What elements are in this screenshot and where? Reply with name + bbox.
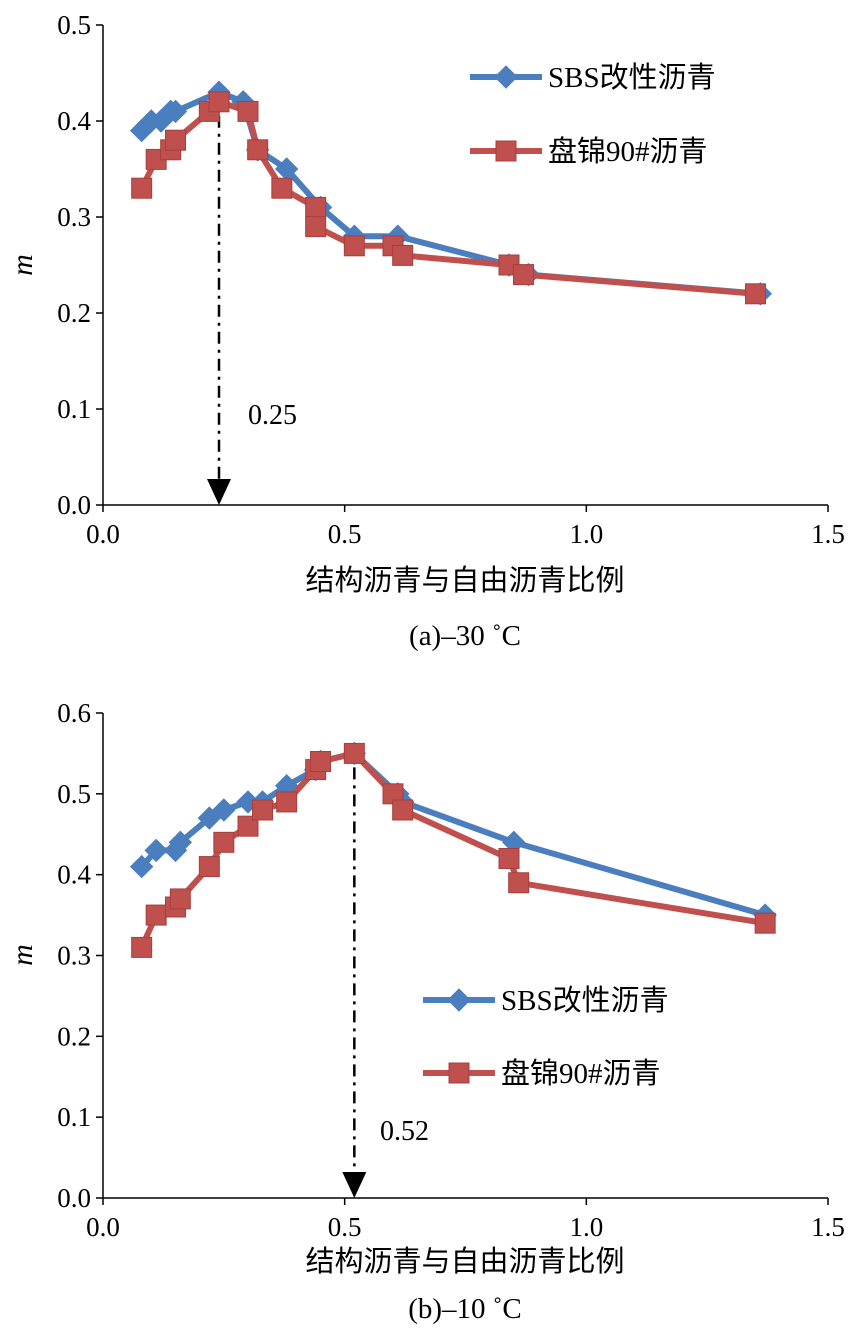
data-point xyxy=(237,815,259,837)
chart-a: 0.0 0.1 0.2 0.3 0.4 0.5 0.0 0.5 1.0 1.5 结构沥青与自由沥青比… xyxy=(6,10,845,652)
data-point xyxy=(276,791,298,813)
series-line xyxy=(138,98,759,297)
data-point xyxy=(131,936,153,958)
x-tick-label: 1.5 xyxy=(811,1212,845,1242)
legend-marker xyxy=(494,65,518,89)
data-point xyxy=(237,100,259,122)
data-point xyxy=(745,283,766,305)
data-point xyxy=(310,751,331,772)
chart-b: 0.0 0.1 0.2 0.3 0.4 0.5 0.6 0.0 0.5 1.0 1.5 结构沥青与自由… xyxy=(6,698,845,1325)
x-tick-label: 0.0 xyxy=(86,519,120,549)
data-point xyxy=(508,872,530,894)
legend-label: 盘锦90#沥青 xyxy=(501,1057,661,1090)
series-line xyxy=(138,750,769,951)
data-point xyxy=(498,848,520,869)
data-point xyxy=(343,235,365,257)
y-tick-label: 0.4 xyxy=(57,106,91,136)
data-point xyxy=(305,216,327,238)
y-tick-label: 0.2 xyxy=(57,1021,91,1051)
y-tick-label: 0.4 xyxy=(57,860,91,890)
legend-marker xyxy=(495,140,517,162)
series-panjin90 xyxy=(131,91,766,305)
legend-entry: SBS改性沥青 xyxy=(423,984,669,1017)
x-tick-label: 0.5 xyxy=(328,519,362,549)
data-point xyxy=(305,196,327,218)
x-tick-label: 0.5 xyxy=(328,1212,362,1242)
annotation-arrow-head xyxy=(342,1172,367,1198)
data-point xyxy=(198,856,220,878)
x-axis-label: 结构沥青与自由沥青比例 xyxy=(305,563,624,597)
data-point xyxy=(165,129,186,151)
x-tick-label: 1.5 xyxy=(811,519,845,549)
y-tick-label: 0.3 xyxy=(57,941,91,971)
data-point xyxy=(392,799,414,821)
data-point xyxy=(145,904,167,926)
y-tick-label: 0.1 xyxy=(57,1102,91,1132)
annotation-arrow-head xyxy=(207,479,231,505)
data-point xyxy=(754,912,776,934)
legend-label: SBS改性沥青 xyxy=(501,984,669,1017)
x-tick-label: 0.0 xyxy=(86,1212,120,1242)
data-point xyxy=(252,799,273,821)
x-tick-label: 1.0 xyxy=(569,1212,603,1242)
data-point xyxy=(271,177,293,199)
annotation-label: 0.52 xyxy=(380,1116,429,1147)
legend-marker xyxy=(447,988,471,1012)
data-point xyxy=(168,830,193,855)
legend-label: 盘锦90#沥青 xyxy=(548,135,708,168)
x-axis-label: 结构沥青与自由沥青比例 xyxy=(305,1244,624,1278)
data-point xyxy=(131,177,153,199)
data-point xyxy=(247,139,269,161)
chart-caption: (b)–10 ˚C xyxy=(408,1293,522,1325)
legend-entry: SBS改性沥青 xyxy=(470,61,716,94)
y-tick-label: 0.1 xyxy=(57,394,91,424)
data-point xyxy=(208,91,230,113)
legend-entry: 盘锦90#沥青 xyxy=(423,1057,661,1090)
data-point xyxy=(343,742,365,764)
legend-label: SBS改性沥青 xyxy=(548,61,716,94)
data-point xyxy=(169,888,191,910)
series-sbs xyxy=(129,80,773,306)
annotation-label: 0.25 xyxy=(248,400,297,431)
y-tick-label: 0.0 xyxy=(57,490,91,520)
legend-entry: 盘锦90#沥青 xyxy=(470,135,708,168)
x-tick-label: 1.0 xyxy=(569,519,603,549)
y-tick-label: 0.0 xyxy=(57,1183,91,1213)
chart-caption: (a)–30 ˚C xyxy=(409,620,521,652)
y-tick-label: 0.2 xyxy=(57,298,91,328)
y-axis-label: m xyxy=(6,254,39,276)
y-tick-label: 0.5 xyxy=(57,779,91,809)
data-point xyxy=(163,99,188,124)
y-tick-label: 0.5 xyxy=(57,10,91,40)
y-tick-label: 0.6 xyxy=(57,698,91,728)
series-line xyxy=(138,89,764,297)
data-point xyxy=(392,244,414,266)
data-point xyxy=(513,264,534,286)
data-point xyxy=(212,798,236,822)
data-point xyxy=(129,854,154,879)
y-tick-label: 0.3 xyxy=(57,202,91,232)
series-panjin90 xyxy=(131,742,776,958)
legend-marker xyxy=(448,1062,470,1084)
data-point xyxy=(144,838,168,863)
y-axis-label: m xyxy=(6,944,39,966)
data-point xyxy=(213,831,235,853)
